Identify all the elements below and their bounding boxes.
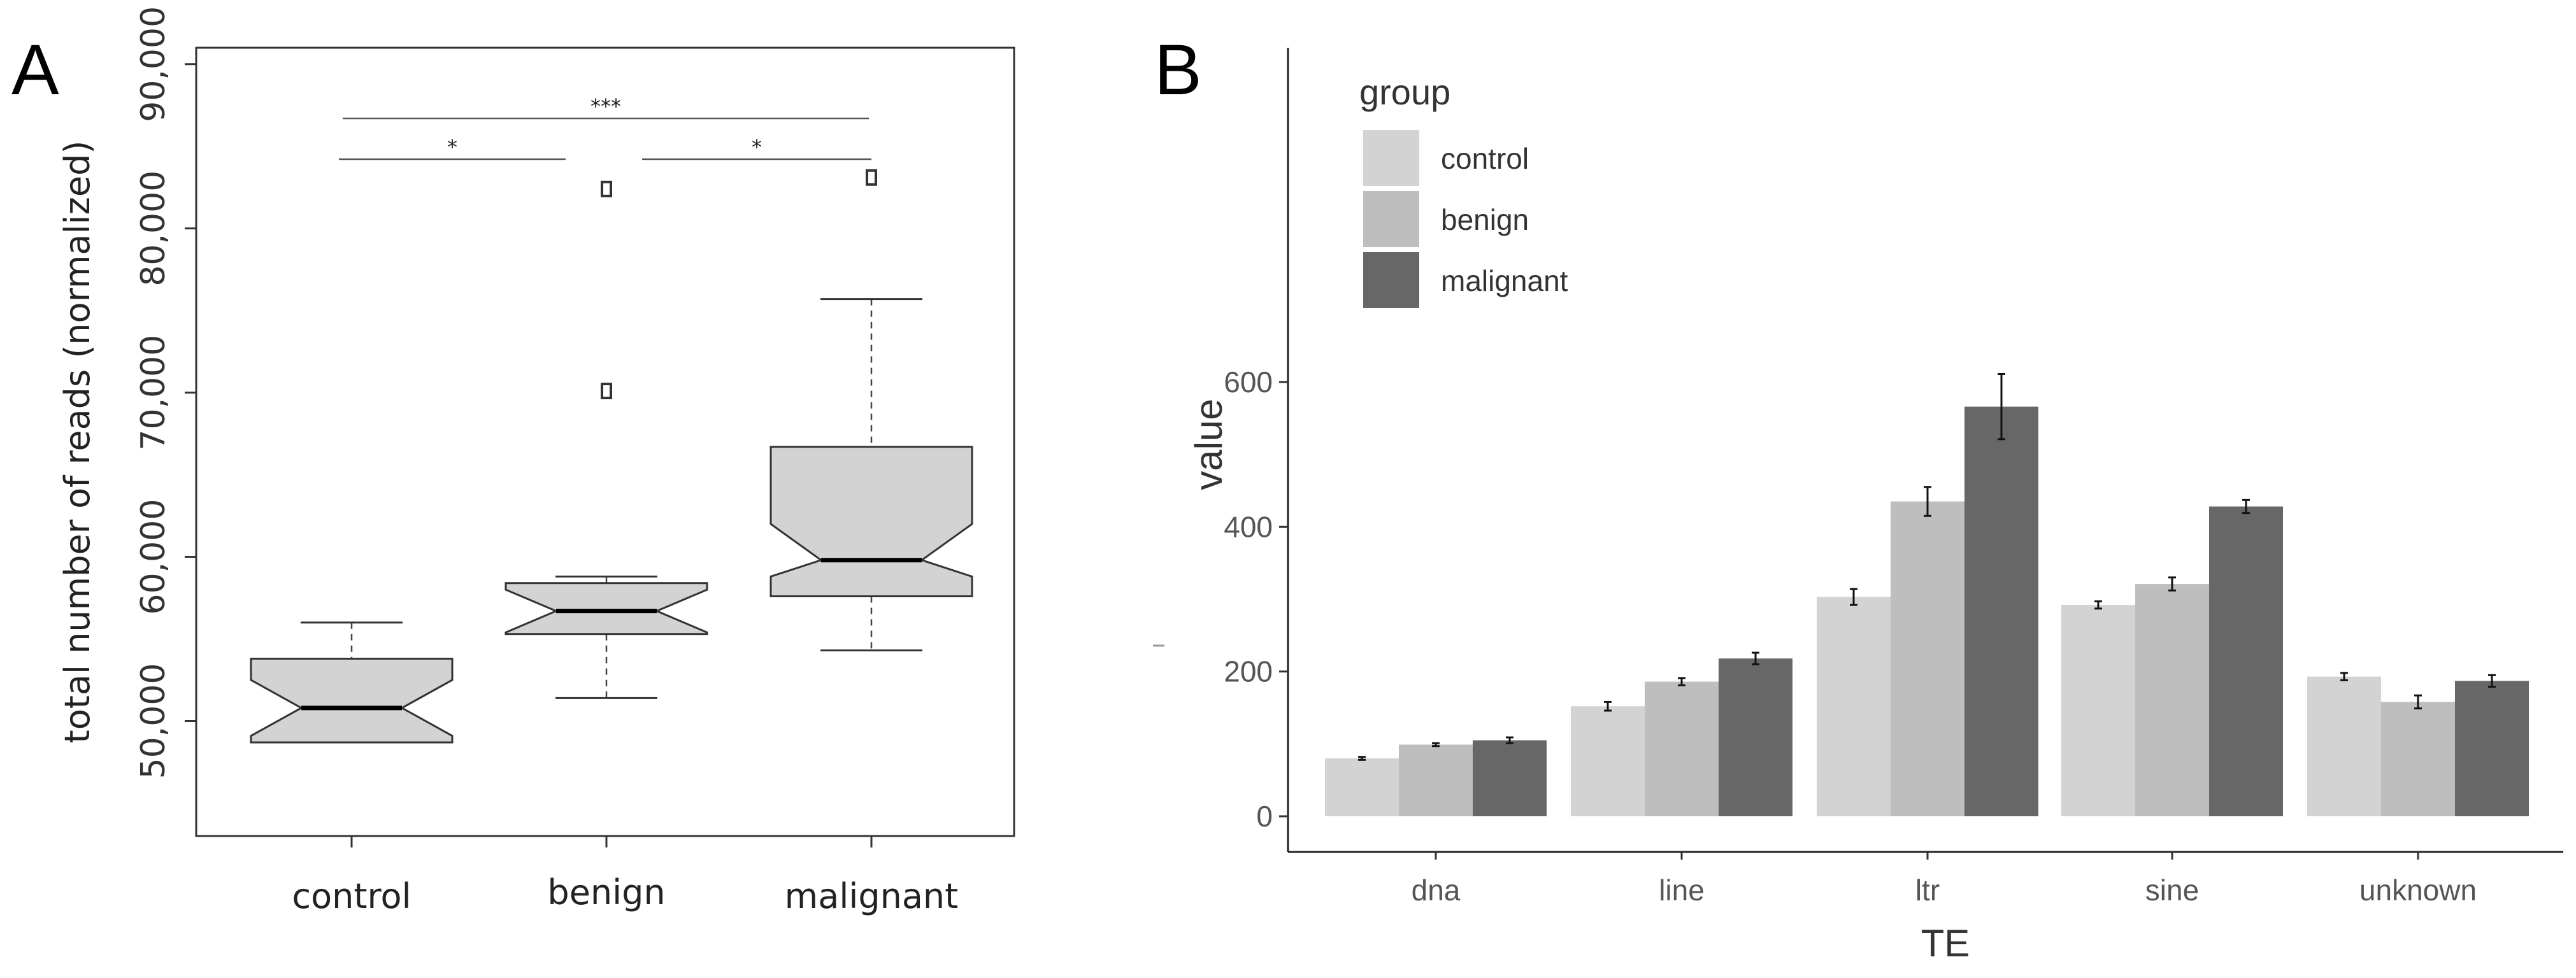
y-tick-group: 80,000: [134, 171, 173, 287]
legend-key-control: [1363, 130, 1419, 186]
y-tick-group: 60,000: [134, 499, 173, 615]
outlier-point: [601, 180, 612, 197]
legend-item-label: malignant: [1441, 264, 1568, 297]
bar-benign-unknown: [2381, 702, 2455, 816]
significance-label: *: [447, 135, 457, 159]
significance-label: *: [752, 135, 762, 159]
box-control: [250, 657, 454, 744]
y-tick-group: 70,000: [134, 335, 173, 451]
box-benign: [504, 582, 708, 635]
panel-a-ylabel-group: total number of reads (normalized): [57, 141, 97, 744]
bar-malignant-sine: [2209, 506, 2283, 816]
bar-control-dna: [1325, 758, 1399, 816]
category-label: unknown: [2359, 874, 2477, 907]
y-tick-label: 400: [1224, 510, 1273, 543]
y-tick-group: 90,000: [134, 6, 173, 122]
legend-item-label: benign: [1441, 203, 1529, 236]
bar-benign-line: [1645, 681, 1719, 816]
category-label: benign: [547, 872, 665, 912]
y-tick-label: 200: [1224, 655, 1273, 688]
category-label: dna: [1412, 874, 1461, 907]
bar-benign-dna: [1399, 744, 1473, 816]
panel-b-ylabel-group: value: [1187, 399, 1230, 490]
y-tick-label: 600: [1224, 365, 1273, 399]
panel-a-frame: [195, 46, 1015, 837]
legend-item-label: control: [1441, 142, 1529, 175]
panel-b-y-axis-title: value: [1187, 399, 1230, 490]
bar-control-line: [1571, 706, 1645, 816]
bar-benign-sine: [2135, 584, 2209, 816]
bar-benign-ltr: [1891, 501, 1964, 816]
panel-a-y-axis-title: total number of reads (normalized): [57, 141, 97, 744]
panel-a-label: A: [11, 30, 59, 110]
bar-control-unknown: [2307, 676, 2381, 816]
bar-malignant-dna: [1473, 740, 1547, 816]
category-label: malignant: [785, 876, 959, 916]
y-tick-label: 50,000: [134, 663, 173, 779]
y-tick-label: 60,000: [134, 499, 173, 615]
panel-b-x-axis-title: TE: [1921, 922, 1970, 965]
bar-malignant-line: [1719, 658, 1792, 816]
legend-title: group: [1359, 72, 1450, 112]
legend-key-malignant: [1363, 252, 1419, 308]
panel-a-plot: 50,000 60,000 70,000 80,000 90,000 control ben…: [134, 6, 973, 916]
panel-b-plot: 0 200 400 600 dna line ltr sine unknown: [1224, 365, 2529, 907]
box-malignant: [769, 446, 973, 597]
outlier-point: [866, 169, 877, 186]
bar-control-ltr: [1817, 597, 1891, 816]
category-label: control: [292, 876, 411, 916]
outlier-point: [601, 383, 612, 400]
y-tick-label: 90,000: [134, 6, 173, 122]
bar-malignant-ltr: [1964, 406, 2038, 816]
bar-control-sine: [2061, 605, 2135, 816]
legend: group control benign malignant: [1359, 72, 1568, 308]
category-label: ltr: [1915, 874, 1940, 907]
legend-key-benign: [1363, 191, 1419, 247]
category-label: line: [1659, 874, 1705, 907]
y-tick-group: 50,000: [134, 663, 173, 779]
y-tick-label: 80,000: [134, 171, 173, 287]
y-tick-label: 0: [1256, 800, 1273, 833]
panel-b-label: B: [1154, 30, 1202, 110]
bar-malignant-unknown: [2455, 681, 2529, 816]
category-label: sine: [2145, 874, 2199, 907]
y-tick-label: 70,000: [134, 335, 173, 451]
significance-label: ***: [590, 94, 621, 118]
